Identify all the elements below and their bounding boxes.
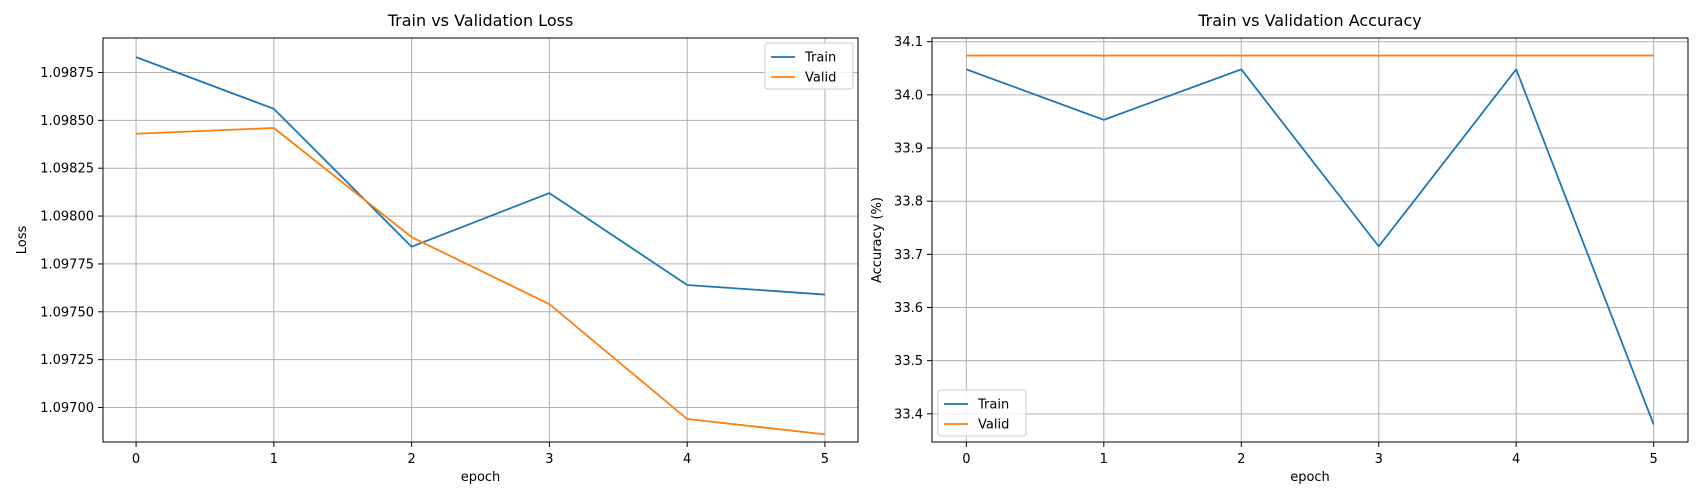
- x-tick-label: 0: [132, 452, 140, 467]
- y-axis-label: Accuracy (%): [870, 197, 885, 283]
- chart-panel-1: 0 1 2 3 4 5 1.09700 1.09725 1.09750 1.09775 1.0980…: [15, 11, 859, 485]
- legend-label-train: Train: [977, 398, 1009, 413]
- x-tick-label: 4: [683, 452, 691, 467]
- series-line-train: [966, 68, 1655, 425]
- legend-label-valid: Valid: [978, 418, 1009, 433]
- y-tick-label: 1.09700: [40, 401, 94, 416]
- legend-label-valid: Valid: [805, 71, 836, 86]
- legend: Train Valid: [764, 42, 854, 90]
- y-tick-label: 1.09875: [40, 66, 94, 81]
- y-axis-label: Loss: [15, 226, 30, 255]
- y-tick-label: 1.09750: [40, 305, 94, 320]
- chart-panel-2: 0 1 2 3 4 5 33.4 33.5 33.6 33.7 33.8 33.9 34.0 34.1 Tr…: [870, 11, 1689, 485]
- y-tick-label: 1.09825: [40, 162, 94, 177]
- y-tick-label: 1.09850: [40, 114, 94, 129]
- legend: Train Valid: [937, 389, 1027, 437]
- x-tick-label: 2: [1237, 452, 1245, 467]
- chart-title: Train vs Validation Accuracy: [1197, 11, 1422, 30]
- x-tick-label: 3: [545, 452, 553, 467]
- y-tick-label: 33.8: [894, 195, 923, 210]
- plot-frame: [102, 37, 859, 443]
- y-tick-label: 1.09800: [40, 210, 94, 225]
- y-tick-label: 1.09725: [40, 353, 94, 368]
- series-line-valid: [136, 127, 826, 436]
- y-tick-label: 33.7: [894, 248, 923, 263]
- y-tick-label: 34.0: [894, 88, 923, 103]
- series-line-train: [135, 56, 825, 296]
- x-tick-label: 2: [407, 452, 415, 467]
- plot-frame: [931, 37, 1689, 443]
- y-tick-label: 34.1: [894, 35, 923, 50]
- x-tick-label: 1: [1100, 452, 1108, 467]
- y-tick-label: 33.9: [894, 142, 923, 157]
- y-tick-label: 33.5: [894, 354, 923, 369]
- x-tick-label: 0: [962, 452, 970, 467]
- x-axis-label: epoch: [1290, 470, 1330, 485]
- legend-label-train: Train: [804, 51, 836, 66]
- y-tick-label: 33.4: [894, 407, 923, 422]
- x-tick-label: 5: [821, 452, 829, 467]
- y-tick-label: 33.6: [894, 301, 923, 316]
- x-tick-label: 1: [270, 452, 278, 467]
- x-tick-label: 5: [1649, 452, 1657, 467]
- x-axis-label: epoch: [461, 470, 501, 485]
- x-tick-label: 3: [1375, 452, 1383, 467]
- y-tick-label: 1.09775: [40, 257, 94, 272]
- x-tick-label: 4: [1512, 452, 1520, 467]
- chart-title: Train vs Validation Loss: [387, 11, 574, 30]
